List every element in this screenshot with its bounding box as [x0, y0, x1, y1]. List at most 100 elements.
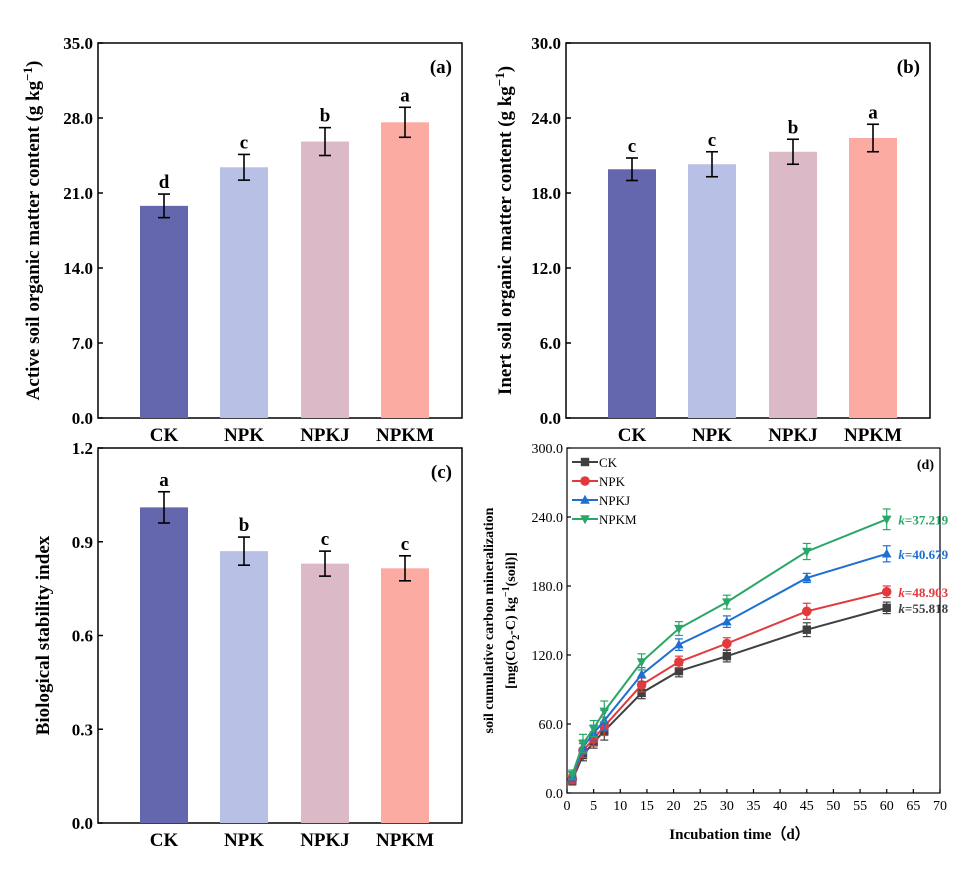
rate-constant-label: k=55.818 [898, 601, 948, 616]
bar-ck [608, 169, 656, 418]
rate-constant-value: =37.219 [905, 512, 949, 527]
y-tick-label: 180.0 [532, 580, 564, 595]
y-tick-label: 120.0 [532, 649, 564, 664]
marker-triangle-down [801, 547, 812, 557]
series-ck: k=55.818 [568, 601, 949, 786]
y-axis-label-part: (soil)] [504, 552, 519, 586]
y-axis-label-sup: −1 [501, 586, 512, 597]
marker-square [802, 625, 811, 634]
y-tick-label: 0.0 [540, 409, 561, 428]
y-axis-label-sup: −1 [492, 72, 507, 86]
x-tick-label: 5 [590, 799, 597, 814]
marker-triangle-down [881, 515, 892, 525]
marker-circle [674, 657, 684, 667]
significance-letter: b [239, 515, 250, 536]
bar-npkj [301, 563, 349, 823]
y-tick-label: 300.0 [532, 442, 564, 457]
marker-triangle-up [580, 494, 590, 504]
bar-npkj [301, 141, 349, 419]
category-label: NPKJ [300, 425, 350, 446]
error-bar [867, 123, 879, 153]
error-bar [787, 138, 799, 166]
bar-chart-a: 0.0 7.0 14.0 21.0 28.0 35.0 d CK c NPK b NPKJ a NPKM (… [20, 34, 463, 446]
series-line [571, 606, 887, 781]
panel-label: (d) [917, 458, 934, 473]
y-axis-label-sub: 2 [511, 635, 522, 640]
bar-npk [220, 167, 268, 418]
marker-triangle-down [599, 707, 610, 717]
marker-circle [636, 680, 647, 690]
bar-npkm [381, 122, 429, 419]
error-bar [399, 555, 411, 582]
marker-triangle-up [674, 639, 684, 649]
rate-constant-value: =55.818 [905, 601, 949, 616]
legend: CK NPK NPKJ NPKM [572, 455, 637, 527]
x-tick-label: 0 [564, 799, 571, 814]
legend-label: NPKM [599, 512, 637, 527]
y-axis-label: Biological stability index [33, 535, 54, 735]
marker-triangle-down [567, 770, 578, 780]
significance-letter: d [159, 172, 170, 193]
y-tick-label: 18.0 [531, 184, 561, 203]
series-npkj: k=40.679 [567, 545, 949, 783]
panel-label: (c) [431, 462, 452, 483]
significance-letter: a [400, 85, 410, 106]
marker-square [637, 688, 646, 698]
y-axis-label-sup: −1 [20, 67, 35, 81]
category-label: NPKM [844, 425, 902, 446]
y-tick-label: 28.0 [63, 109, 93, 128]
x-tick-label: 65 [906, 799, 920, 814]
y-axis-label: Active soil organic matter content (g kg… [20, 61, 44, 401]
y-tick-label: 12.0 [531, 259, 561, 278]
bar-ck [140, 205, 188, 418]
category-label: NPK [692, 425, 732, 446]
plot-frame [565, 42, 931, 419]
bar-chart-b: 0.0 6.0 12.0 18.0 24.0 30.0 c CK c NPK b NPKJ a NPKM (… [492, 34, 931, 446]
bar-npkj [769, 151, 817, 418]
marker-square [882, 603, 891, 613]
x-axis-label: Incubation time（d） [669, 825, 809, 843]
x-tick-label: 25 [693, 799, 707, 814]
bar-npkm [849, 138, 897, 418]
error-bar [158, 193, 170, 219]
x-tick-label: 30 [720, 799, 734, 814]
bar-npkm [381, 568, 429, 823]
marker-square [722, 651, 732, 661]
marker-triangle-up [722, 616, 732, 626]
series-npkm: k=37.219 [567, 508, 949, 780]
y-tick-label: 0.0 [72, 814, 93, 833]
marker-square [674, 666, 684, 676]
y-tick-label: 1.2 [72, 439, 93, 458]
significance-letter: a [159, 470, 169, 491]
category-label: CK [150, 425, 179, 446]
y-tick-label: 60.0 [539, 718, 564, 733]
marker-circle [801, 606, 812, 617]
y-axis-label-text: Biological stability index [33, 535, 54, 735]
y-axis-label: Inert soil organic matter content (g kg−… [492, 66, 516, 395]
rate-constant-value: =48.903 [905, 585, 949, 600]
error-bar [706, 150, 718, 178]
y-axis-label-line2: [mg(CO2-C) kg−1(soil)] [501, 552, 522, 689]
line-chart-d: 0.0 60.0 120.0 180.0 240.0 300.0 0 5 10 15 20 25 30 3… [482, 442, 949, 843]
bar-npk [688, 164, 736, 418]
marker-triangle-down [588, 724, 599, 734]
legend-label: NPKJ [599, 493, 630, 508]
bar-chart-c: 0.0 0.3 0.6 0.9 1.2 a CK b NPK c NPKJ c NPKM (c) Biolo… [33, 439, 463, 851]
x-tick-label: 60 [880, 799, 894, 814]
y-tick-label: 24.0 [531, 109, 561, 128]
category-label: NPK [224, 425, 264, 446]
y-axis-label-close: ) [495, 66, 516, 72]
significance-letter: c [321, 529, 329, 550]
error-bar [626, 157, 638, 182]
y-tick-label: 240.0 [532, 511, 564, 526]
marker-triangle-down [578, 739, 588, 749]
marker-triangle-up [801, 572, 812, 582]
marker-triangle-down [674, 624, 684, 634]
y-tick-label: 0.0 [72, 409, 93, 428]
significance-letter: b [788, 117, 799, 138]
y-tick-label: 0.9 [72, 533, 93, 552]
y-tick-label: 30.0 [531, 34, 561, 53]
marker-square [580, 457, 590, 467]
x-tick-label: 20 [667, 799, 681, 814]
error-bar [238, 153, 250, 181]
